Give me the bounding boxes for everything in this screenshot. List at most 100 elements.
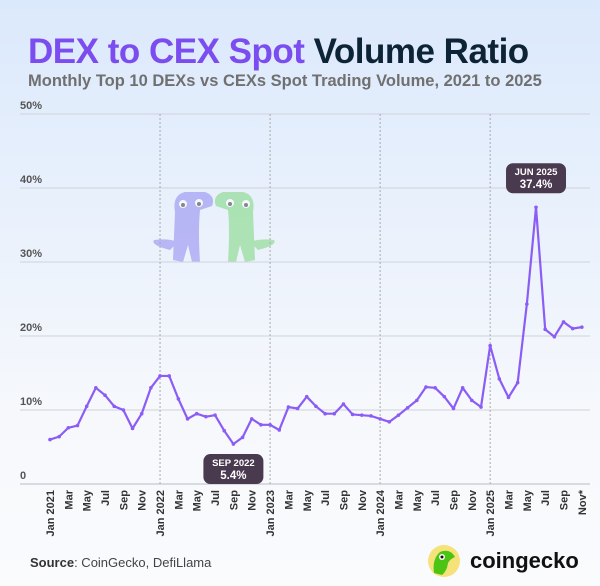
- data-point: [158, 374, 162, 378]
- chart-title: DEX to CEX Spot Volume Ratio: [28, 32, 529, 72]
- x-tick-label: May: [302, 489, 314, 511]
- data-point: [359, 413, 364, 417]
- x-tick-label: Jul: [430, 490, 442, 506]
- data-point: [488, 343, 492, 348]
- data-point: [561, 320, 566, 324]
- data-point: [570, 326, 575, 331]
- annotation-box: [203, 454, 264, 485]
- data-point: [543, 327, 547, 332]
- data-point: [240, 435, 245, 440]
- data-point: [222, 428, 227, 433]
- data-point: [66, 425, 71, 430]
- x-tick-label: Mar: [63, 489, 75, 509]
- data-point: [130, 426, 135, 431]
- y-tick-label: 20%: [20, 322, 42, 334]
- data-point: [424, 385, 428, 389]
- y-tick-label: 30%: [20, 248, 42, 260]
- gecko-logo-icon: [428, 545, 460, 577]
- x-tick-label: Sep: [448, 490, 460, 510]
- data-point: [204, 414, 208, 419]
- annotation-value: 5.4%: [220, 470, 246, 482]
- source-label: Source: [30, 555, 75, 570]
- x-tick-label: May: [82, 489, 94, 511]
- x-tick-label: Mar: [504, 489, 516, 509]
- chart-subtitle: Monthly Top 10 DEXs vs CEXs Spot Trading…: [28, 72, 542, 90]
- data-point: [84, 404, 89, 409]
- data-point: [387, 420, 392, 424]
- annotation-value: 37.4%: [520, 179, 553, 191]
- data-point: [139, 411, 144, 416]
- data-point: [497, 377, 502, 381]
- y-tick-label: 50%: [20, 100, 42, 112]
- x-tick-label: Sep: [559, 490, 571, 510]
- data-point: [350, 412, 355, 417]
- mascot-purple-icon: [153, 192, 214, 262]
- data-point: [451, 406, 456, 411]
- source-text: : CoinGecko, DefiLlama: [74, 555, 212, 570]
- annotation-box: [506, 163, 567, 194]
- data-point: [304, 394, 309, 399]
- x-tick-label: Nov: [467, 489, 479, 511]
- x-tick-label: Sep: [228, 490, 240, 510]
- data-point: [396, 413, 401, 417]
- annotation-date: SEP 2022: [212, 458, 255, 469]
- data-point: [94, 386, 98, 390]
- data-point: [112, 404, 116, 409]
- x-tick-label: Jan 2022: [155, 490, 167, 536]
- data-point: [103, 393, 107, 398]
- y-tick-label: 0: [20, 470, 26, 482]
- data-point: [231, 442, 236, 446]
- data-point: [249, 417, 254, 421]
- coingecko-logo: coingecko: [428, 545, 579, 577]
- data-point: [479, 405, 483, 409]
- data-point: [323, 411, 327, 416]
- x-tick-label: May: [522, 489, 534, 511]
- x-tick-label: Jul: [540, 490, 552, 506]
- logo-text: coingecko: [470, 548, 579, 573]
- data-point: [185, 417, 190, 421]
- data-point: [286, 405, 291, 409]
- data-point: [57, 434, 61, 439]
- data-point: [277, 428, 282, 432]
- x-tick-label: Jan 2024: [375, 489, 387, 536]
- data-point: [433, 386, 437, 390]
- x-tick-label: Sep: [338, 490, 350, 510]
- x-tick-label: Mar: [393, 489, 405, 509]
- x-tick-label: May: [412, 489, 424, 511]
- data-point: [259, 423, 263, 427]
- data-point: [525, 302, 529, 306]
- x-tick-label: Jul: [210, 490, 222, 506]
- data-point: [121, 408, 126, 412]
- data-point: [405, 405, 410, 410]
- data-point: [470, 398, 474, 403]
- x-tick-label: Mar: [173, 489, 185, 509]
- x-tick-label: Sep: [118, 490, 130, 510]
- x-tick-label: Nov: [357, 489, 369, 511]
- data-point: [213, 413, 217, 417]
- data-point: [314, 404, 318, 409]
- title-highlight: DEX to CEX Spot: [28, 32, 305, 71]
- x-tick-label: Jan 2021: [45, 490, 57, 536]
- data-point: [460, 386, 465, 390]
- data-point: [552, 334, 557, 339]
- data-point: [534, 205, 538, 210]
- data-point: [48, 437, 52, 442]
- data-point: [268, 423, 272, 427]
- x-tick-label: Nov*: [577, 489, 589, 515]
- data-point: [176, 397, 181, 401]
- y-tick-label: 10%: [20, 396, 42, 408]
- data-point: [194, 411, 199, 416]
- x-tick-label: Nov: [247, 489, 259, 511]
- ratio-line: [49, 206, 583, 446]
- data-point: [515, 380, 520, 385]
- data-point: [295, 406, 300, 411]
- data-point: [332, 411, 337, 416]
- mascot-green-icon: [214, 192, 275, 262]
- x-tick-label: May: [192, 489, 204, 511]
- x-tick-label: Jul: [320, 490, 332, 506]
- data-point: [415, 398, 419, 403]
- data-point: [442, 394, 447, 399]
- data-point: [341, 402, 346, 406]
- data-point: [149, 386, 153, 390]
